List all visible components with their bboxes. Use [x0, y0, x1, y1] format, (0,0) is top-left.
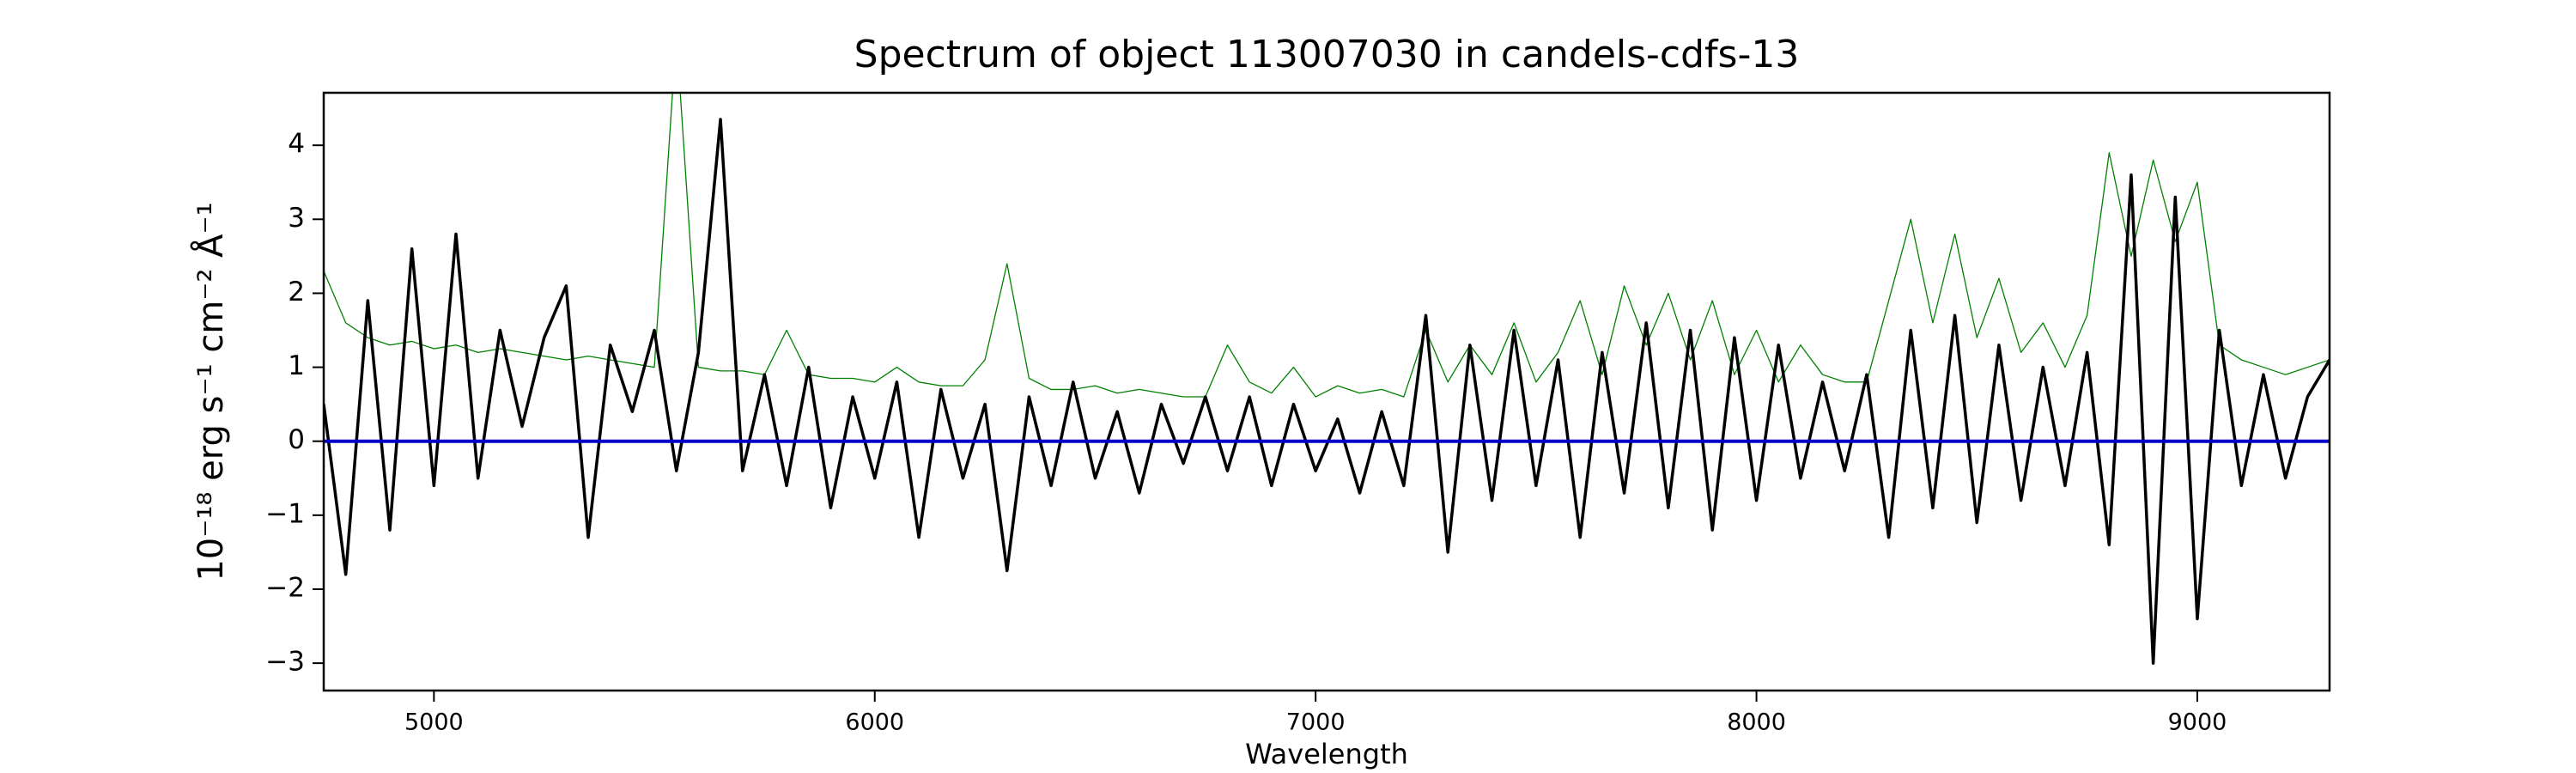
- x-tick-label: 8000: [1727, 709, 1786, 736]
- x-tick-label: 6000: [845, 709, 904, 736]
- y-tick-label: 4: [288, 129, 305, 160]
- y-axis-label: 10⁻¹⁸ erg s⁻¹ cm⁻² Å⁻¹: [190, 202, 231, 581]
- y-tick-label: −1: [265, 498, 305, 529]
- y-tick-label: 2: [288, 277, 305, 307]
- y-tick-label: −2: [265, 572, 305, 603]
- y-tick-label: 1: [288, 350, 305, 381]
- y-tick-label: 0: [288, 424, 305, 455]
- chart-title: Spectrum of object 113007030 in candels-…: [854, 33, 1800, 76]
- plot-frame: [322, 91, 2331, 692]
- y-tick-label: 3: [288, 203, 305, 234]
- spectrum-line: [324, 93, 2330, 398]
- x-tick-label: 7000: [1286, 709, 1346, 736]
- plot-area: [324, 93, 2330, 665]
- x-axis-label: Wavelength: [1245, 738, 1408, 770]
- x-tick-label: 9000: [2168, 709, 2227, 736]
- y-tick-label: −3: [265, 647, 305, 678]
- spectrum-line: [324, 118, 2330, 665]
- x-tick-label: 5000: [404, 709, 464, 736]
